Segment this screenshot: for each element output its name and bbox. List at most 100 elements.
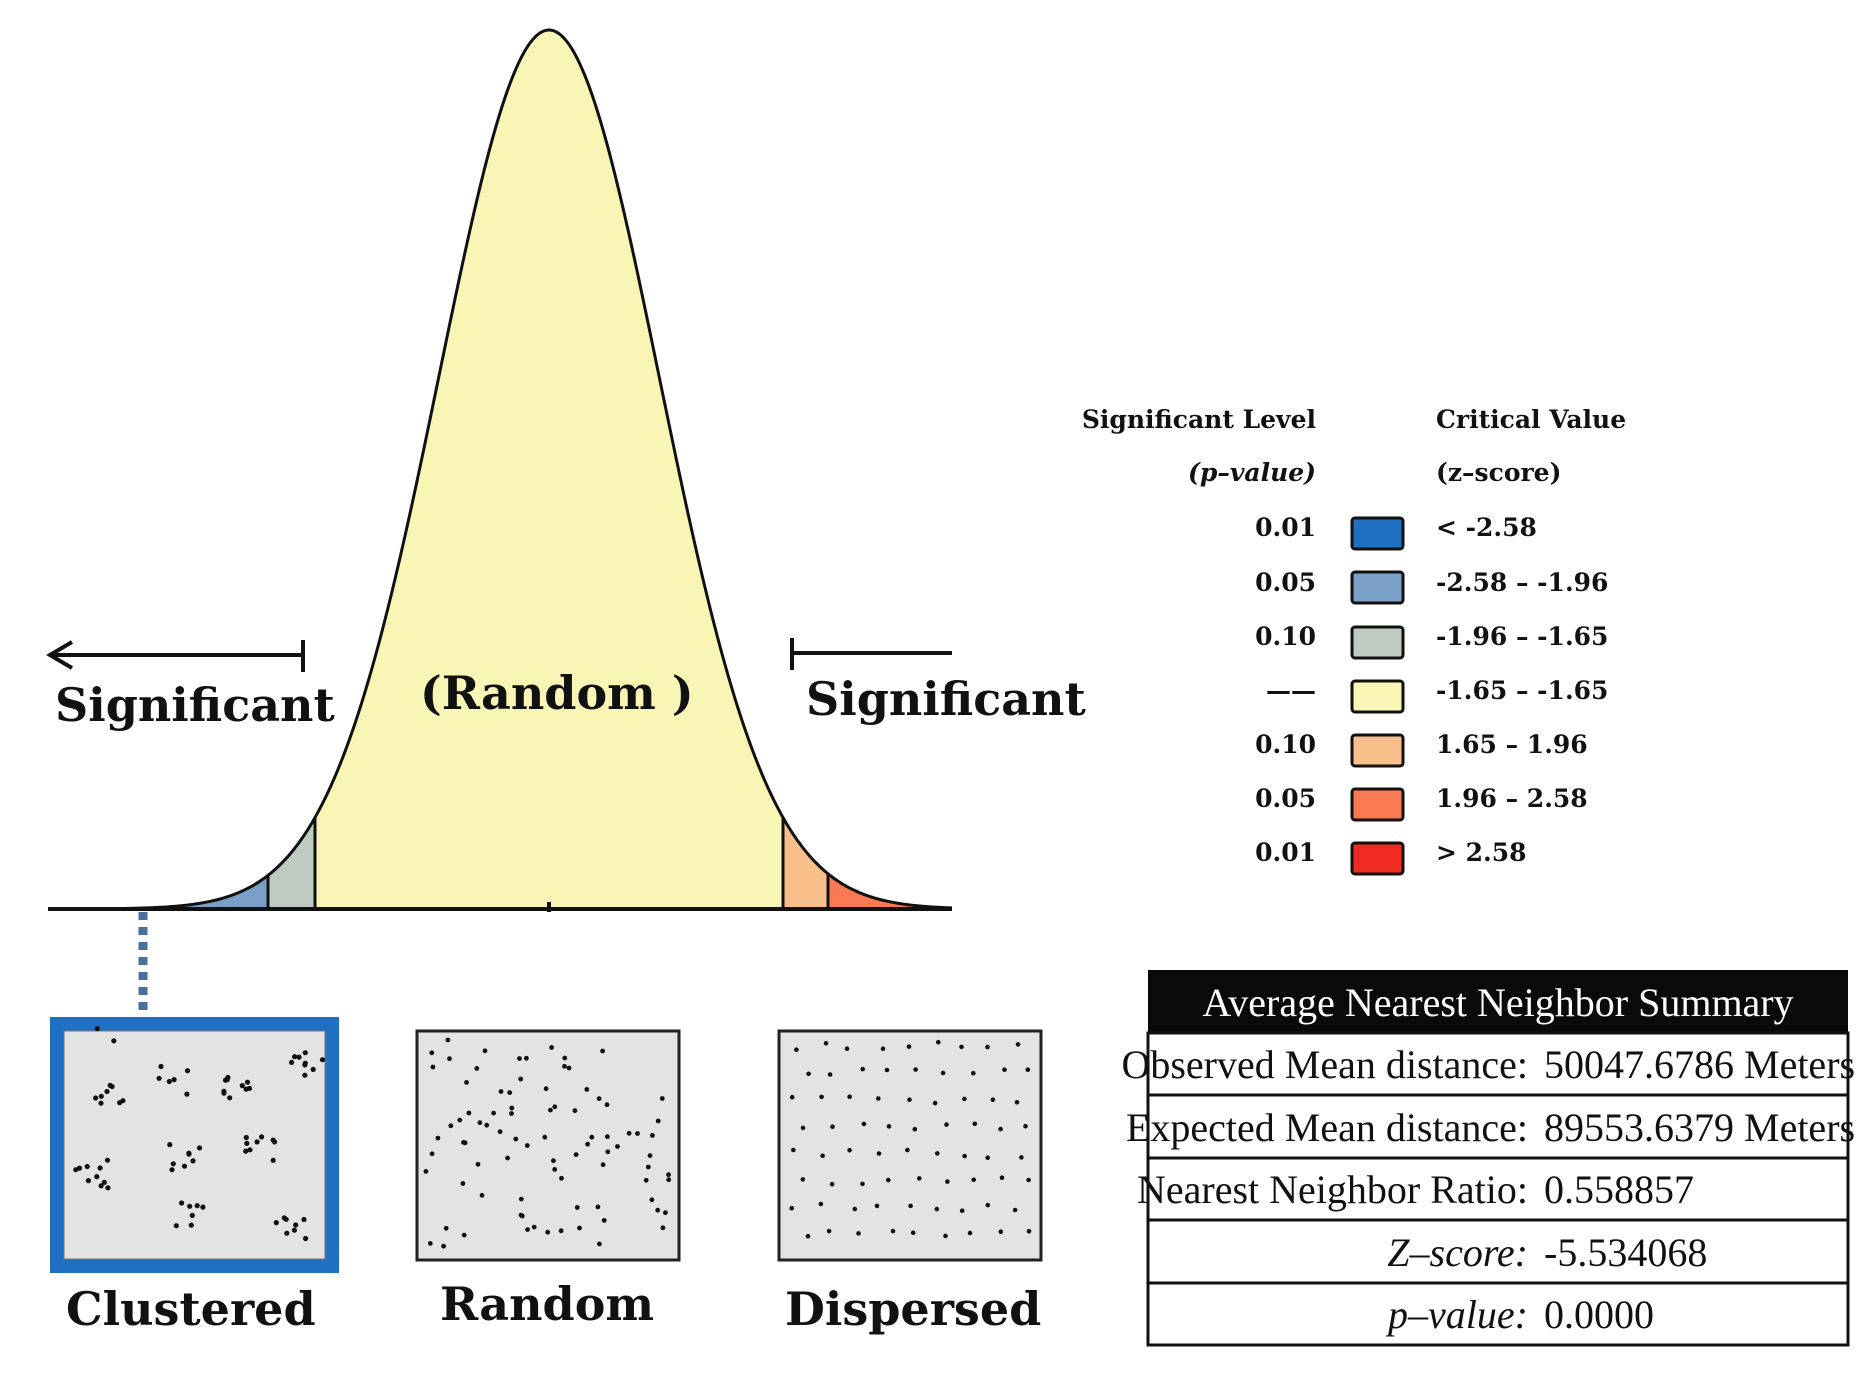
point-dot <box>477 1120 483 1126</box>
curve-outline <box>48 28 953 911</box>
normal-curve <box>48 28 953 912</box>
point-dot <box>441 1243 446 1249</box>
legend-row: 0.01 > 2.58 <box>1255 838 1527 876</box>
point-dot <box>524 1055 529 1061</box>
legend-col2-header: Critical Value <box>1436 405 1626 434</box>
random-center-label: (Random ) <box>420 666 694 720</box>
point-dot <box>932 1100 938 1106</box>
point-dot <box>435 1135 441 1141</box>
point-dot <box>962 1153 967 1159</box>
point-dot <box>643 1177 649 1183</box>
point-dot <box>98 1100 104 1106</box>
legend-value: -1.65 – -1.65 <box>1436 676 1608 705</box>
point-dot <box>907 1097 912 1102</box>
point-dot <box>292 1054 298 1060</box>
point-dot <box>254 1139 260 1145</box>
point-dot <box>584 1087 590 1092</box>
point-dot <box>289 1059 295 1065</box>
point-dot <box>509 1111 514 1116</box>
point-dot <box>605 1149 611 1155</box>
point-dot <box>94 1026 100 1032</box>
clustered-points <box>73 1026 326 1242</box>
legend-row: 0.10 1.65 – 1.96 <box>1255 730 1588 768</box>
point-dot <box>601 1218 607 1223</box>
point-dot <box>886 1177 891 1183</box>
point-dot <box>818 1201 824 1207</box>
point-dot <box>861 1121 867 1127</box>
point-dot <box>847 1094 852 1100</box>
dispersed-points <box>789 1039 1032 1239</box>
point-dot <box>971 1070 976 1076</box>
curve-region-010-left <box>268 817 315 909</box>
point-dot <box>270 1157 276 1163</box>
point-dot <box>998 1229 1004 1234</box>
random-label: Random <box>440 1277 654 1331</box>
point-dot <box>186 1151 192 1157</box>
legend-level: 0.05 <box>1255 784 1316 813</box>
point-dot <box>959 1208 965 1213</box>
point-dot <box>189 1212 195 1218</box>
legend-col2-sub: (z–score) <box>1436 458 1561 487</box>
point-dot <box>184 1091 190 1097</box>
point-dot <box>243 1148 249 1154</box>
point-dot <box>111 1038 117 1044</box>
point-dot <box>962 1096 967 1102</box>
point-dot <box>860 1181 865 1187</box>
point-dot <box>880 1046 886 1052</box>
point-dot <box>826 1228 832 1234</box>
point-dot <box>659 1096 665 1101</box>
point-dot <box>1023 1123 1028 1129</box>
point-dot <box>847 1147 852 1153</box>
point-dot <box>913 1067 918 1072</box>
summary-row-label: Expected Mean distance: <box>1126 1105 1528 1150</box>
legend-value: 1.96 – 2.58 <box>1436 784 1588 813</box>
point-dot <box>531 1224 537 1230</box>
point-dot <box>635 1131 640 1136</box>
point-dot <box>475 1161 481 1167</box>
point-dot <box>806 1071 811 1077</box>
point-dot <box>604 1102 610 1108</box>
point-dot <box>912 1126 918 1132</box>
point-dot <box>856 1231 861 1236</box>
point-dot <box>513 1136 519 1142</box>
point-dot <box>600 1048 605 1054</box>
point-dot <box>985 1155 990 1160</box>
point-dot <box>860 1066 865 1072</box>
point-dot <box>876 1151 882 1156</box>
point-dot <box>647 1153 653 1158</box>
right-significance-bracket <box>790 638 952 670</box>
point-dot <box>291 1227 297 1233</box>
point-dot <box>447 1056 452 1062</box>
point-dot <box>302 1050 308 1056</box>
point-dot <box>574 1205 580 1210</box>
legend-swatch <box>1350 841 1405 876</box>
point-dot <box>430 1064 436 1070</box>
point-dot <box>800 1177 806 1182</box>
point-dot <box>507 1090 513 1095</box>
point-dot <box>484 1122 490 1128</box>
legend-row: 0.05 -2.58 – -1.96 <box>1255 568 1608 605</box>
point-dot <box>605 1134 610 1140</box>
point-dot <box>543 1086 549 1092</box>
point-dot <box>517 1056 522 1061</box>
point-dot <box>905 1147 910 1153</box>
point-dot <box>820 1153 825 1159</box>
point-dot <box>663 1210 668 1216</box>
point-dot <box>509 1105 515 1111</box>
point-dot <box>196 1145 203 1151</box>
point-dot <box>166 1078 172 1085</box>
point-dot <box>429 1050 435 1056</box>
right-significant-label: Significant <box>806 672 1086 726</box>
point-dot <box>443 1225 449 1231</box>
point-dot <box>156 1075 162 1081</box>
point-dot <box>273 1220 279 1226</box>
dispersed-panel <box>777 1029 1043 1262</box>
point-dot <box>800 1125 806 1131</box>
point-dot <box>823 1041 829 1046</box>
point-dot <box>645 1164 651 1170</box>
point-dot <box>844 1046 850 1051</box>
legend-value: > 2.58 <box>1436 838 1527 867</box>
point-dot <box>917 1176 922 1181</box>
point-dot <box>293 1222 299 1228</box>
point-dot <box>93 1095 99 1101</box>
